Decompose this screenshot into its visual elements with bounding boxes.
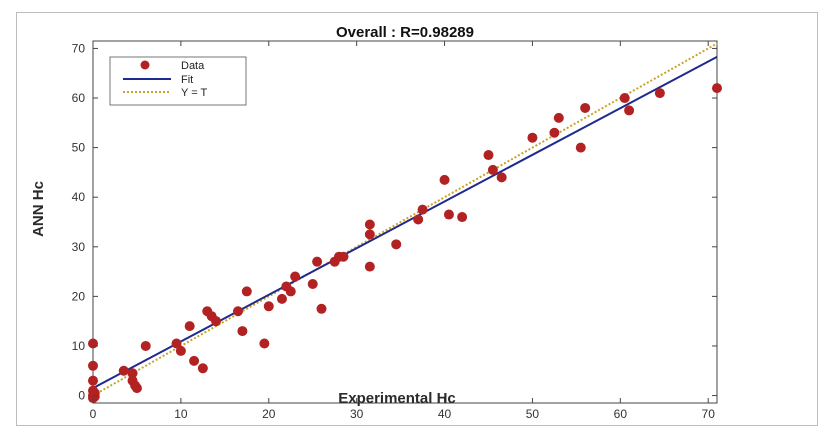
x-tick-label: 20 xyxy=(262,407,276,421)
data-point xyxy=(580,102,591,113)
legend-data-marker xyxy=(140,60,150,70)
data-point xyxy=(259,338,270,349)
data-point xyxy=(457,212,468,223)
x-tick-label: 0 xyxy=(90,407,97,421)
legend-label-fit: Fit xyxy=(181,74,193,86)
y-tick-label: 40 xyxy=(72,190,86,204)
data-point xyxy=(496,172,507,183)
data-point xyxy=(127,368,138,379)
data-point xyxy=(131,383,142,394)
data-point xyxy=(118,365,129,376)
data-point xyxy=(483,150,494,161)
legend-box xyxy=(109,56,247,106)
data-point xyxy=(89,391,100,402)
data-point xyxy=(237,326,248,337)
fit-line xyxy=(92,55,718,390)
y-axis-ticks: 0 10 20 30 40 50 60 70 xyxy=(72,41,717,403)
data-point xyxy=(487,164,498,175)
y-tick-label: 20 xyxy=(72,289,86,303)
identity-line xyxy=(92,42,718,397)
data-point xyxy=(233,306,244,317)
data-point xyxy=(364,219,375,230)
data-point xyxy=(88,338,98,349)
legend-label-identity: Y = T xyxy=(181,87,207,99)
x-tick-label: 30 xyxy=(350,407,364,421)
x-axis-ticks: 0 10 20 30 40 50 60 70 xyxy=(90,41,716,421)
chart-title: Overall : R=0.98289 xyxy=(336,24,474,41)
y-tick-label: 70 xyxy=(72,41,86,55)
data-point xyxy=(417,204,428,215)
data-point xyxy=(364,229,375,240)
x-tick-label: 50 xyxy=(526,407,540,421)
data-point xyxy=(276,293,287,304)
data-point xyxy=(263,301,274,312)
data-point xyxy=(712,83,722,94)
data-point xyxy=(290,271,301,282)
legend-label-data: Data xyxy=(181,60,205,72)
data-point xyxy=(413,214,424,225)
data-point xyxy=(527,132,538,143)
data-point xyxy=(88,375,98,386)
x-tick-label: 10 xyxy=(174,407,188,421)
y-tick-label: 10 xyxy=(72,339,86,353)
y-tick-label: 50 xyxy=(72,141,86,155)
x-tick-label: 60 xyxy=(614,407,628,421)
y-axis-label: ANN Hc xyxy=(30,181,47,237)
data-point xyxy=(88,360,98,371)
data-point xyxy=(175,345,186,356)
data-point xyxy=(575,142,586,153)
data-point xyxy=(285,286,296,297)
y-tick-label: 60 xyxy=(72,91,86,105)
data-point xyxy=(312,256,323,267)
x-axis-label: Experimental Hc xyxy=(338,390,456,407)
data-point xyxy=(553,112,564,123)
data-point xyxy=(439,174,450,185)
data-point xyxy=(443,209,454,220)
data-point xyxy=(624,105,635,116)
data-point xyxy=(189,355,200,366)
x-tick-label: 70 xyxy=(702,407,716,421)
data-point xyxy=(211,316,222,327)
x-tick-label: 40 xyxy=(438,407,452,421)
figure-frame: 0 10 20 30 40 50 60 70 0 10 20 30 40 50 60 70 Overall … xyxy=(16,12,818,426)
y-tick-label: 0 xyxy=(78,389,85,403)
legend: Data Fit Y = T xyxy=(109,56,247,106)
data-point xyxy=(184,321,195,332)
data-point xyxy=(316,303,327,314)
data-point xyxy=(549,127,560,138)
data-point xyxy=(364,261,375,272)
data-point xyxy=(619,93,630,104)
data-point xyxy=(197,363,208,374)
data-point xyxy=(241,286,252,297)
data-point xyxy=(307,278,318,289)
data-point xyxy=(171,338,182,349)
scatter-chart: 0 10 20 30 40 50 60 70 0 10 20 30 40 50 60 70 Overall … xyxy=(30,24,722,421)
data-point xyxy=(654,88,665,99)
data-point xyxy=(338,251,349,262)
data-point xyxy=(140,340,151,351)
y-tick-label: 30 xyxy=(72,240,86,254)
series-lines xyxy=(92,42,718,397)
data-point xyxy=(391,239,402,250)
